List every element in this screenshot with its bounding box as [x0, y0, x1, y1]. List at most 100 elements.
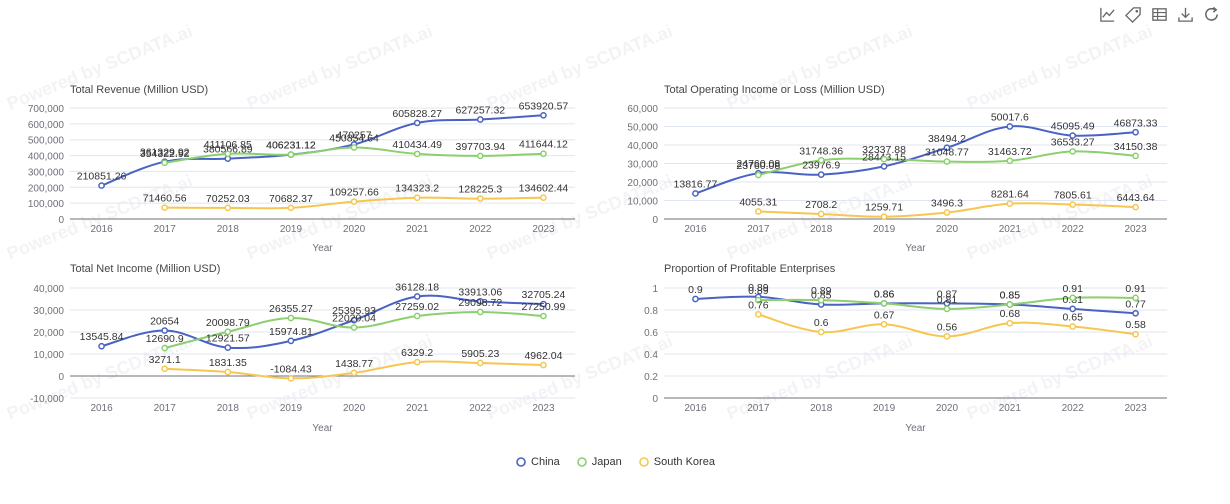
x-tick-label: 2021	[999, 403, 1022, 414]
line-chart-icon[interactable]	[1099, 6, 1116, 23]
data-label: 0.89	[748, 282, 769, 294]
data-table-icon[interactable]	[1151, 6, 1168, 23]
data-point	[224, 368, 232, 376]
x-tick-label: 2016	[684, 224, 707, 235]
x-tick-label: 2019	[280, 224, 303, 235]
data-label: 605828.27	[392, 108, 442, 120]
data-point	[350, 316, 358, 324]
data-label: 6329.2	[401, 347, 433, 359]
y-tick-label: 0.2	[644, 372, 658, 383]
data-point	[880, 300, 888, 307]
x-tick-label: 2023	[1124, 224, 1147, 235]
y-tick-label: 20,000	[33, 328, 64, 339]
data-label: 25395.93	[332, 305, 376, 317]
chart-title: Total Net Income (Million USD)	[70, 263, 220, 275]
legend-item-japan[interactable]: Japan	[576, 456, 622, 468]
data-point	[943, 305, 951, 313]
refresh-icon[interactable]	[1203, 6, 1220, 23]
data-label: 0.67	[874, 309, 895, 321]
watermark-text: Powered by SCDATA.ai	[964, 171, 1155, 264]
y-tick-label: 40,000	[33, 284, 64, 295]
data-point	[161, 327, 169, 334]
data-label: 0.56	[937, 321, 958, 333]
data-label: 0.85	[1000, 290, 1021, 302]
data-point	[161, 159, 169, 167]
data-label: 0.85	[811, 290, 832, 302]
data-label: 20654	[150, 316, 179, 328]
data-point	[287, 314, 295, 322]
data-label: 12690.9	[146, 333, 184, 345]
chart-title: Total Revenue (Million USD)	[70, 84, 208, 96]
legend-marker-icon	[516, 457, 526, 467]
x-tick-label: 2017	[747, 403, 770, 414]
data-label: 32705.24	[522, 289, 566, 301]
y-tick-label: 40,000	[627, 141, 658, 152]
data-label: 33913.06	[458, 286, 502, 298]
data-point	[943, 333, 951, 340]
data-point	[943, 158, 951, 165]
data-label: 15974.81	[269, 326, 313, 338]
data-point	[161, 204, 169, 212]
data-point	[476, 116, 484, 123]
data-point	[98, 342, 105, 350]
data-label: 31748.36	[799, 145, 843, 157]
data-point	[1132, 294, 1139, 302]
x-axis-label: Year	[905, 423, 926, 434]
data-label: 0.68	[1000, 308, 1021, 320]
data-point	[754, 296, 762, 304]
data-label: 0.65	[1062, 312, 1083, 324]
download-icon[interactable]	[1177, 6, 1194, 23]
data-label: 71460.56	[143, 193, 187, 205]
data-label: 0.9	[688, 284, 703, 296]
x-tick-label: 2021	[999, 224, 1022, 235]
data-point	[161, 344, 169, 352]
data-point	[754, 171, 762, 179]
data-label: 8281.64	[991, 189, 1029, 201]
x-tick-label: 2019	[873, 403, 896, 414]
legend-marker-icon	[576, 457, 587, 467]
y-tick-label: 10,000	[627, 197, 658, 208]
data-point	[692, 190, 699, 197]
data-label: 1831.35	[209, 357, 247, 369]
data-point	[161, 365, 169, 373]
data-label: 12921.57	[206, 333, 250, 345]
data-label: 6443.64	[1117, 192, 1155, 204]
x-axis-label: Year	[905, 243, 926, 254]
data-label: 0.81	[937, 294, 958, 306]
data-label: 627257.32	[455, 105, 505, 117]
legend-item-china[interactable]: China	[515, 456, 560, 468]
data-point	[98, 182, 105, 189]
y-tick-label: 0.8	[644, 306, 658, 317]
data-label: 354322.92	[140, 148, 190, 160]
x-tick-label: 2021	[406, 403, 429, 414]
data-point	[943, 144, 951, 152]
data-point	[1132, 152, 1139, 160]
data-label: 38494.2	[928, 133, 966, 145]
tag-icon[interactable]	[1125, 6, 1142, 23]
data-point	[817, 296, 825, 304]
x-tick-label: 2020	[936, 224, 959, 235]
series-line	[695, 295, 1136, 315]
legend: China Japan South Korea	[0, 456, 1230, 468]
data-point	[1132, 309, 1139, 317]
data-point	[540, 300, 547, 308]
data-point	[413, 194, 421, 202]
data-point	[540, 111, 547, 119]
data-point	[817, 328, 825, 336]
legend-item-south-korea[interactable]: South Korea	[638, 456, 715, 468]
data-label: 411106.85	[204, 139, 252, 151]
watermark-text: Powered by SCDATA.ai	[964, 21, 1155, 114]
data-point	[476, 152, 484, 160]
data-label: 27250.99	[522, 301, 566, 313]
data-point	[754, 311, 762, 318]
data-point	[1132, 203, 1139, 211]
data-point	[350, 198, 358, 206]
data-label: 50017.6	[991, 111, 1029, 123]
x-tick-label: 2018	[217, 403, 240, 414]
chart-toolbox	[1099, 6, 1220, 23]
data-label: 1259.71	[865, 202, 903, 214]
data-label: 210851.26	[77, 171, 127, 183]
data-label: 7805.61	[1054, 190, 1092, 202]
